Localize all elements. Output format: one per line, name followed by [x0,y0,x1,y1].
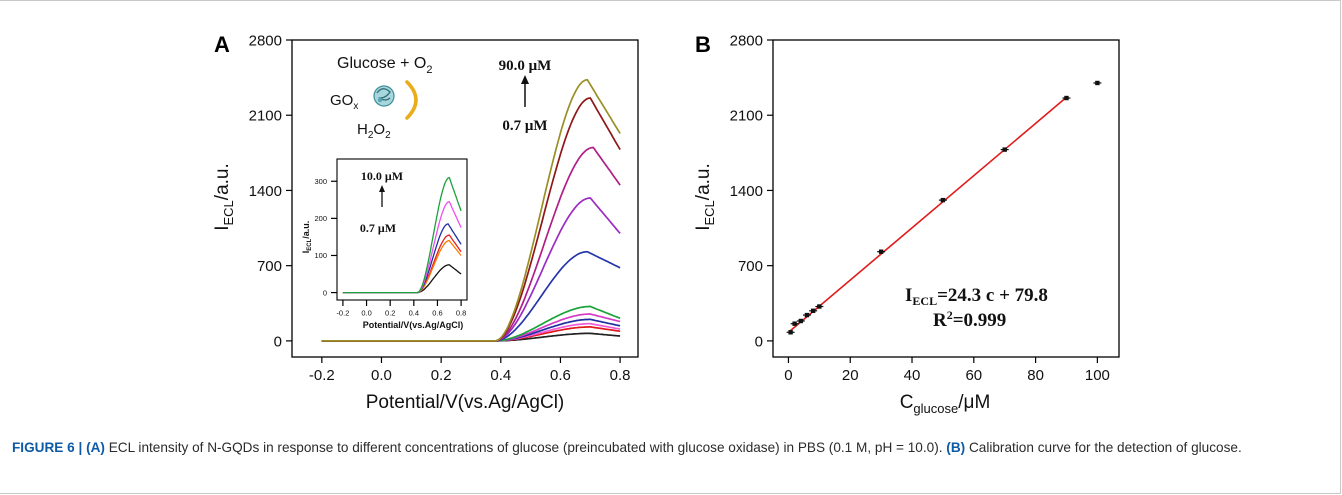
inset-x-axis-label: Potential/V(vs.Ag/AgCl) [363,320,464,330]
fit-equation: IECL=24.3 c + 79.8 [905,285,1048,308]
data-point [804,312,810,318]
panel-a-x-tick-label: 0.8 [610,367,631,384]
panel-a-y-axis-label: IECL/a.u. [212,163,236,231]
caption-a-tag: (A) [86,440,105,455]
fit-line [790,96,1067,332]
panel-b-points [786,80,1102,335]
panel-b-plot-frame [772,39,1120,358]
panel-a-y-tick-label: 2800 [249,32,282,49]
inset-x-tick-label: 0.6 [432,309,442,318]
inset-y-tick-label: 100 [314,251,327,260]
data-point [810,308,816,313]
panel-a-x-tick-label: 0.6 [550,367,571,384]
inset-y-tick-label: 0 [323,288,327,297]
panel-a-plot-frame [291,39,639,358]
data-point [788,330,793,335]
inset-series-line [342,176,462,294]
inset-series [342,176,462,294]
figure-label: FIGURE 6 | [12,440,83,455]
panel-a-y-ticks: 0 700 1400 2100 2800 [249,32,292,350]
panel-b-y-tick-label: 700 [738,258,763,275]
panel-a-label: A [214,32,230,57]
inset-x-tick-label: -0.2 [336,309,349,318]
panel-b-y-ticks: 0 700 1400 2100 2800 [730,32,773,350]
panel-b-x-tick-label: 80 [1027,367,1044,384]
inset-x-tick-label: 0.0 [361,309,371,318]
inset-x-tick-label: 0.4 [409,309,419,318]
inset-max-concentration-label: 10.0 μM [361,169,403,183]
data-point [1002,147,1007,152]
inset-arrow-up-icon [379,185,385,192]
panel-b-y-tick-label: 0 [755,333,763,350]
caption-b-tag: (B) [946,440,966,455]
inset-x-ticks: -0.2 0.0 0.2 0.4 0.6 0.8 [336,300,466,318]
data-point [817,304,822,309]
panel-a-y-tick-label: 1400 [249,183,282,200]
inset-min-concentration-label: 0.7 μM [360,221,396,235]
enzyme-icon [373,85,395,107]
panel-b-y-axis-label: IECL/a.u. [693,163,717,231]
enzyme-label: GOx [330,92,358,112]
panel-a-y-tick-label: 0 [274,333,282,350]
data-point [792,321,797,326]
panel-b-x-ticks: 0 20 40 60 80 100 [784,357,1110,384]
panel-a-x-tick-label: 0.2 [431,367,452,384]
figure-svg: A 0 700 1400 2100 2800 -0.2 0.0 0.2 0.4 0.6 0.8 P… [212,32,1120,416]
data-point [878,249,884,254]
panel-a-x-ticks: -0.2 0.0 0.2 0.4 0.6 0.8 [309,357,631,384]
panel-a: A 0 700 1400 2100 2800 -0.2 0.0 0.2 0.4 0.6 0.8 P… [212,32,639,413]
inset-x-tick-label: 0.2 [385,309,395,318]
panel-b-y-tick-label: 2100 [730,108,763,125]
glucose-o2-label: Glucose + O2 [337,55,433,76]
panel-a-y-tick-label: 700 [257,258,282,275]
panel-b-y-tick-label: 2800 [730,32,763,49]
r-squared: R2=0.999 [933,308,1006,331]
inset-y-ticks: 0 100 200 300 [314,177,337,297]
h2o2-label: H2O2 [357,121,391,141]
data-point [1095,80,1100,86]
inset-chart: 0 100 200 300 -0.2 0.0 0.2 0.4 0.6 0.8 Potential… [301,158,468,330]
panel-b: B 0 700 1400 2100 2800 0 20 40 60 80 100 Cglucose… [693,32,1120,416]
caption-b-text: Calibration curve for the detection of g… [965,440,1242,455]
figure-caption: FIGURE 6 | (A) ECL intensity of N-GQDs i… [12,438,1332,457]
panel-a-series-line [321,78,621,342]
panel-a-y-tick-label: 2100 [249,108,282,125]
data-point [798,318,804,324]
data-point [1064,95,1069,101]
max-concentration-label: 90.0 μM [499,58,552,74]
reaction-arrow-icon [405,80,418,120]
panel-b-x-tick-label: 40 [904,367,921,384]
panel-a-series-line [321,332,621,342]
inset-y-tick-label: 200 [314,214,327,223]
inset-x-tick-label: 0.8 [456,309,466,318]
panel-a-x-tick-label: 0.0 [371,367,392,384]
panel-a-x-axis-label: Potential/V(vs.Ag/AgCl) [366,392,565,413]
panel-b-x-tick-label: 20 [842,367,859,384]
caption-a-text: ECL intensity of N-GQDs in response to d… [104,440,947,455]
data-point [940,197,946,203]
panel-b-label: B [695,32,711,57]
panel-b-x-tick-label: 0 [784,367,792,384]
min-concentration-label: 0.7 μM [502,118,547,134]
panel-a-x-tick-label: 0.4 [490,367,511,384]
panel-b-fit [790,96,1067,332]
arrow-up-icon [521,75,529,84]
inset-y-axis-label: IECL/a.u. [301,221,313,254]
panel-a-x-tick-label: -0.2 [309,367,335,384]
panel-b-x-tick-label: 60 [965,367,982,384]
panel-b-x-axis-label: Cglucose/μM [900,392,991,416]
reaction-scheme: Glucose + O2 GOx H2O2 [330,55,433,141]
panel-b-y-tick-label: 1400 [730,183,763,200]
inset-y-tick-label: 300 [314,177,327,186]
panel-b-x-tick-label: 100 [1085,367,1110,384]
panel-a-series [321,78,621,342]
